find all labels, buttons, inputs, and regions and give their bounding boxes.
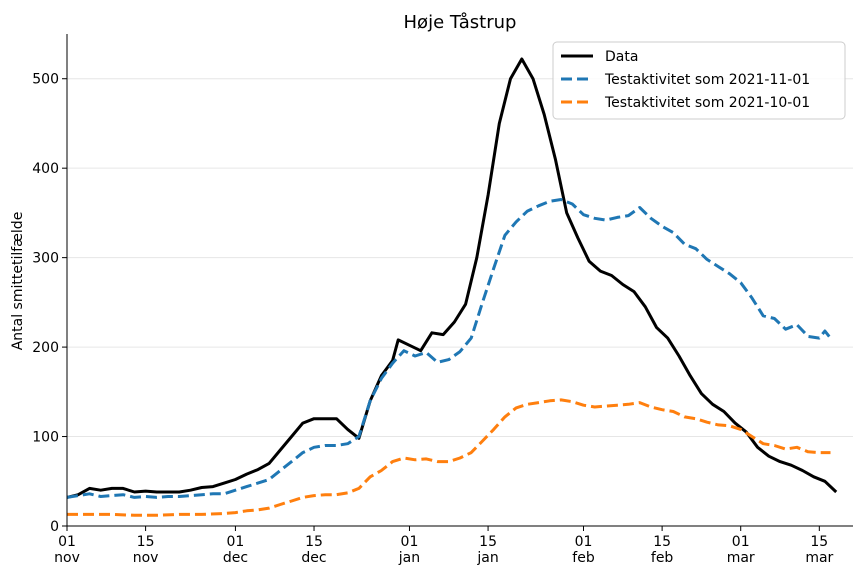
x-tick-month: feb	[572, 550, 595, 566]
x-tick-day: 15	[137, 534, 155, 550]
legend-label: Data	[605, 49, 638, 65]
x-tick-day: 15	[810, 534, 828, 550]
y-axis-label: Antal smittetilfælde	[10, 212, 26, 351]
x-tick-month: dec	[301, 550, 326, 566]
x-tick-day: 01	[575, 534, 593, 550]
x-tick-day: 15	[305, 534, 323, 550]
x-tick-month: jan	[476, 550, 498, 566]
legend-label: Testaktivitet som 2021-11-01	[604, 72, 810, 88]
x-tick-month: nov	[54, 550, 80, 566]
chart-title: Høje Tåstrup	[404, 12, 517, 33]
x-tick-day: 15	[653, 534, 671, 550]
x-tick-month: feb	[651, 550, 674, 566]
y-tick-label: 400	[32, 161, 59, 177]
y-ticks: 0 100 200 300 400 500	[32, 72, 67, 535]
x-tick-day: 01	[58, 534, 76, 550]
series-line-testaktivitet-som-2021-10-01	[67, 398, 831, 517]
legend-box	[552, 41, 846, 120]
y-tick-label: 100	[32, 430, 59, 446]
x-tick-month: mar	[727, 550, 755, 566]
series-lines	[66, 57, 838, 517]
x-tick-month: jan	[398, 550, 420, 566]
y-tick-label: 500	[32, 72, 59, 88]
x-tick-day: 01	[401, 534, 419, 550]
series-line-testaktivitet-som-2021-11-01	[66, 198, 832, 499]
x-tick-day: 15	[479, 534, 497, 550]
axes	[66, 34, 853, 527]
x-tick-month: nov	[133, 550, 159, 566]
x-tick-month: dec	[223, 550, 248, 566]
y-tick-label: 300	[32, 251, 59, 267]
y-tick-label: 200	[32, 340, 59, 356]
x-tick-day: 01	[227, 534, 245, 550]
legend-label: Testaktivitet som 2021-10-01	[604, 95, 810, 111]
y-tick-label: 0	[50, 519, 59, 535]
x-tick-month: mar	[805, 550, 833, 566]
x-tick-day: 01	[732, 534, 750, 550]
series-line-data	[66, 57, 838, 499]
legend: Data Testaktivitet som 2021-11-01 Testakti…	[552, 41, 846, 120]
x-ticks: 01nov15nov01dec15dec01jan15jan01feb15feb…	[54, 526, 834, 566]
